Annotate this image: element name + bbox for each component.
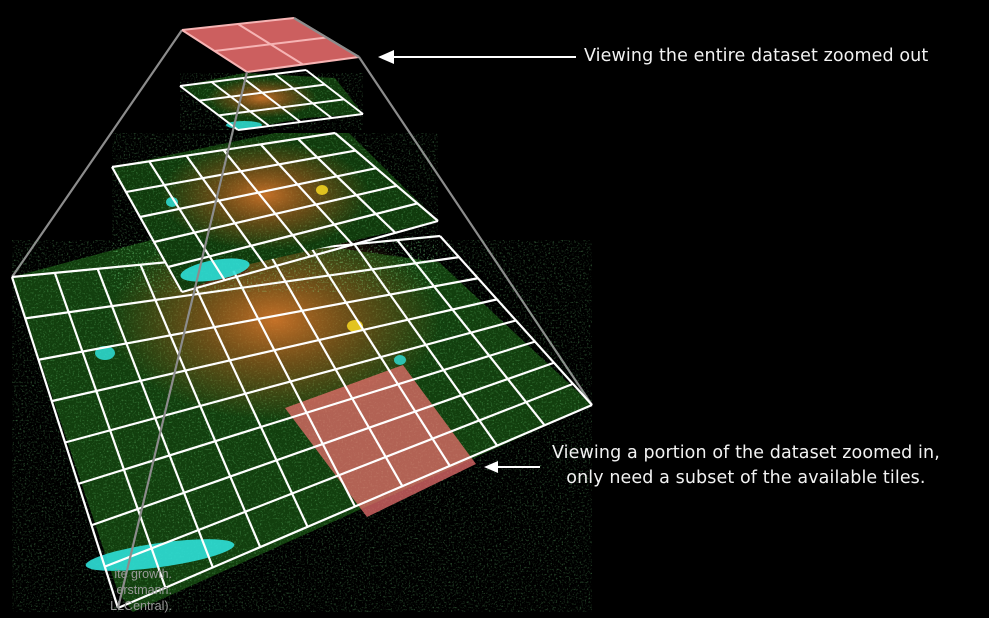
zoomed-in-callout-line-2: only need a subset of the available tile… — [566, 468, 926, 488]
pyramid-level-1 — [179, 69, 364, 131]
tile-grid-line — [51, 298, 498, 403]
tile-grid-line — [139, 167, 377, 219]
tile-grid-line — [214, 36, 327, 52]
tile-grid-line — [125, 149, 356, 194]
tile-grid-line — [111, 166, 183, 293]
tile-grid-line — [273, 73, 333, 119]
tile-grid-line — [148, 160, 226, 281]
tile-grid-line — [179, 85, 239, 131]
credit-line-3: LLCentral). — [110, 599, 172, 613]
tile-grid-line — [91, 361, 555, 527]
zoomed-in-callout: Viewing a portion of the dataset zoomed … — [552, 441, 940, 491]
tile-grid-line — [64, 319, 517, 444]
level-2-tile-grid — [111, 131, 439, 294]
tile-grid-line — [297, 137, 397, 234]
tile-grid-line — [38, 277, 479, 361]
pyramid-frustum-back — [11, 29, 593, 406]
tile-grid-line — [185, 155, 269, 269]
tile-grid-line — [181, 219, 439, 294]
level-3-tile-grid — [10, 234, 593, 610]
tile-grid-line — [117, 403, 593, 610]
level-1-tile-grid — [179, 69, 364, 131]
image-credit: ite growth. erstmann. LLCentral). — [0, 566, 172, 614]
tile-grid-line — [305, 69, 364, 115]
pyramid-level-2 — [111, 131, 439, 294]
zoomed-out-callout: Viewing the entire dataset zoomed out — [584, 46, 929, 66]
zoomed-in-subset-highlight — [285, 365, 476, 517]
credit-line-2: erstmann. — [116, 583, 172, 597]
arrow-to-top-level — [378, 50, 576, 64]
tile-grid-line — [246, 56, 360, 73]
pyramid-frustum-front — [116, 17, 360, 609]
tile-grid-line — [237, 113, 364, 131]
tile-grid-line — [334, 132, 439, 222]
tile-grid-line — [179, 69, 307, 87]
tile-grid-line — [167, 202, 418, 269]
zoomed-in-callout-line-1: Viewing a portion of the dataset zoomed … — [552, 443, 940, 463]
tile-grid-line — [218, 98, 345, 117]
tile-grid-line — [181, 17, 295, 31]
tile-grid-line — [222, 149, 311, 258]
arrow-to-subset — [484, 461, 540, 473]
tile-grid-line — [25, 256, 460, 320]
tile-grid-line — [111, 131, 336, 169]
tile-grid-line — [153, 184, 398, 244]
tile-grid-line — [242, 77, 302, 123]
cyan-cell-band — [85, 539, 235, 571]
pyramid-level-3 — [10, 220, 593, 612]
tile-grid-line — [104, 382, 574, 568]
credit-line-1: ite growth. — [114, 567, 172, 581]
tile-grid-line — [199, 83, 326, 102]
tile-grid-line — [259, 143, 354, 246]
